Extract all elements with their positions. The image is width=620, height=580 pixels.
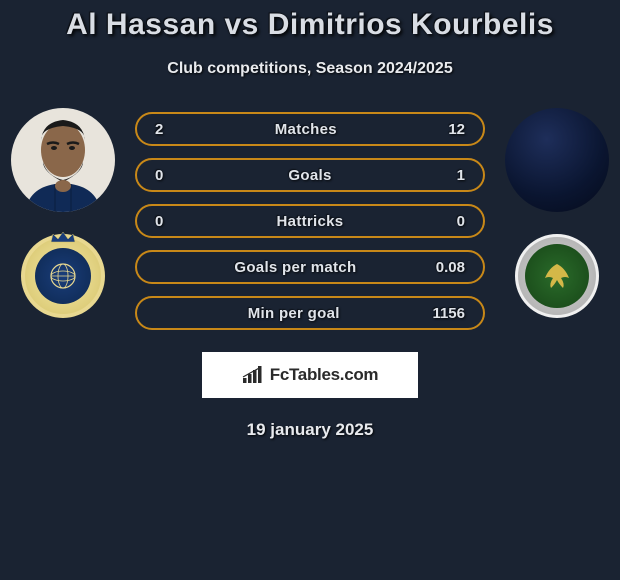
- brand-box: FcTables.com: [202, 352, 418, 398]
- club-right-badge: [515, 234, 599, 318]
- stat-label: Hattricks: [277, 213, 344, 230]
- stat-label: Matches: [275, 121, 337, 138]
- stat-right-value: 0.08: [436, 259, 465, 276]
- stat-row: Min per goal 1156: [135, 296, 485, 330]
- player-left-avatar: [11, 108, 115, 212]
- stat-left-value: 0: [155, 213, 163, 230]
- stat-label: Goals per match: [234, 259, 356, 276]
- stat-left-value: 0: [155, 167, 163, 184]
- infographic-root: Al Hassan vs Dimitrios Kourbelis Club co…: [0, 0, 620, 440]
- page-title: Al Hassan vs Dimitrios Kourbelis: [0, 8, 620, 42]
- stat-row: 0 Hattricks 0: [135, 204, 485, 238]
- main-row: 2 Matches 12 0 Goals 1 0 Hattricks 0 Goals per ma…: [0, 108, 620, 330]
- stat-right-value: 12: [448, 121, 465, 138]
- stat-left-value: 2: [155, 121, 163, 138]
- stat-row: 2 Matches 12: [135, 112, 485, 146]
- right-side: [505, 108, 609, 318]
- date-text: 19 january 2025: [0, 420, 620, 440]
- subtitle: Club competitions, Season 2024/2025: [0, 60, 620, 78]
- eagle-icon: [535, 254, 579, 298]
- stat-right-value: 1: [457, 167, 465, 184]
- stat-right-value: 1156: [432, 305, 465, 322]
- stat-row: 0 Goals 1: [135, 158, 485, 192]
- crown-icon: [49, 230, 77, 244]
- club-left-badge: [21, 234, 105, 318]
- stat-label: Goals: [288, 167, 331, 184]
- left-side: [11, 108, 115, 318]
- stats-column: 2 Matches 12 0 Goals 1 0 Hattricks 0 Goals per ma…: [135, 108, 485, 330]
- stat-row: Goals per match 0.08: [135, 250, 485, 284]
- globe-icon: [43, 256, 83, 296]
- brand-text: FcTables.com: [270, 365, 379, 385]
- stat-right-value: 0: [457, 213, 465, 230]
- bars-icon: [242, 366, 264, 384]
- stat-label: Min per goal: [248, 305, 340, 322]
- player-right-avatar: [505, 108, 609, 212]
